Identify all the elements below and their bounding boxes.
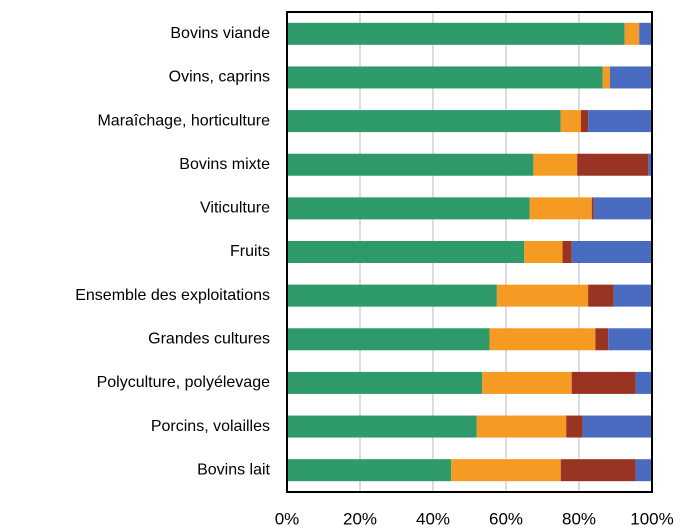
bar-segment bbox=[287, 66, 603, 89]
bar-segment bbox=[588, 284, 614, 307]
bar-segment bbox=[608, 328, 652, 351]
x-tick-label: 100% bbox=[630, 509, 673, 528]
bar-segment bbox=[648, 153, 652, 176]
bar-segment bbox=[287, 371, 483, 394]
bar-segment bbox=[582, 415, 652, 438]
bar-segment bbox=[591, 197, 594, 220]
bar-segment bbox=[287, 197, 530, 220]
y-tick-label: Polyculture, polyélevage bbox=[97, 374, 271, 391]
y-tick-label: Ovins, caprins bbox=[169, 69, 270, 86]
bar-segment bbox=[588, 110, 652, 133]
y-tick-label: Fruits bbox=[230, 243, 270, 260]
bar-segment bbox=[560, 459, 636, 482]
plot-frame bbox=[286, 11, 653, 493]
x-tick-label: 0% bbox=[275, 509, 300, 528]
bar-segment bbox=[560, 110, 581, 133]
bar-segment bbox=[287, 110, 561, 133]
bar-segment bbox=[524, 241, 563, 263]
bar-segment bbox=[624, 22, 640, 45]
bar-segment bbox=[571, 241, 652, 263]
bar-segment bbox=[287, 284, 497, 307]
bar-segment bbox=[496, 284, 589, 307]
bar-segment bbox=[566, 415, 583, 438]
bar-segment bbox=[287, 415, 477, 438]
bar-segment bbox=[287, 459, 452, 482]
bar-segment bbox=[610, 66, 652, 89]
bar-segment bbox=[482, 371, 572, 394]
bar-segment bbox=[639, 22, 652, 45]
y-tick-label: Grandes cultures bbox=[148, 330, 270, 347]
bar-segment bbox=[287, 22, 625, 45]
y-tick-label: Viticulture bbox=[200, 200, 270, 217]
bar-segment bbox=[577, 153, 649, 176]
y-tick-label: Bovins viande bbox=[170, 25, 270, 42]
bar-segment bbox=[602, 66, 611, 89]
bar-segment bbox=[635, 459, 652, 482]
x-tick-label: 20% bbox=[343, 509, 377, 528]
y-tick-label: Ensemble des exploitations bbox=[75, 287, 270, 304]
bar-segment bbox=[529, 197, 592, 220]
y-tick-label: Bovins lait bbox=[197, 461, 270, 478]
bar-segment bbox=[287, 153, 534, 176]
bar-segment bbox=[580, 110, 589, 133]
bar-segment bbox=[287, 241, 525, 263]
x-tick-label: 80% bbox=[562, 509, 596, 528]
bar-segment bbox=[593, 197, 652, 220]
bar-segment bbox=[476, 415, 567, 438]
bar-segment bbox=[489, 328, 596, 351]
bar-segment bbox=[635, 371, 652, 394]
bar-segment bbox=[533, 153, 578, 176]
x-tick-label: 40% bbox=[416, 509, 450, 528]
bar-segment bbox=[613, 284, 652, 307]
y-tick-label: Porcins, volailles bbox=[151, 418, 270, 435]
y-tick-label: Maraîchage, horticulture bbox=[97, 112, 270, 129]
bar-segment bbox=[451, 459, 561, 482]
bar-segment bbox=[595, 328, 609, 351]
y-tick-label: Bovins mixte bbox=[179, 156, 270, 173]
x-tick-label: 60% bbox=[489, 509, 523, 528]
bar-segment bbox=[571, 371, 636, 394]
bar-segment bbox=[562, 241, 572, 263]
bar-segment bbox=[287, 328, 490, 351]
